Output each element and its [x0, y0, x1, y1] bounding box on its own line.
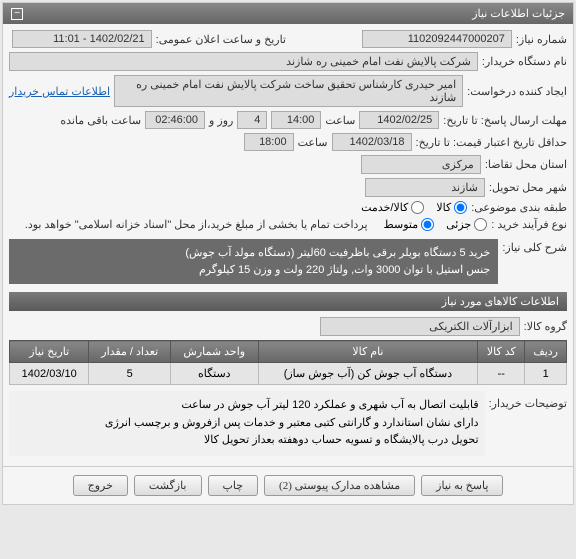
goods-group-label: گروه کالا:: [524, 320, 567, 333]
items-section-header: اطلاعات کالاهای مورد نیاز: [9, 292, 567, 311]
buy-partial-radio[interactable]: [474, 218, 487, 231]
th-unit: واحد شمارش: [171, 341, 259, 363]
respond-button[interactable]: پاسخ به نیاز: [421, 475, 503, 496]
panel-title: جزئیات اطلاعات نیاز: [472, 7, 565, 20]
category-service-option[interactable]: کالا/خدمت: [361, 201, 424, 214]
th-name: نام کالا: [258, 341, 478, 363]
td-name: دستگاه آب جوش کن (آب جوش ساز): [258, 363, 478, 385]
buyer-org-value: شرکت پالایش نفت امام خمینی ره شازند: [9, 52, 478, 71]
creator-value: امیر حیدری کارشناس تحقیق ساخت شرکت پالای…: [114, 75, 463, 107]
need-number-label: شماره نیاز:: [516, 33, 567, 46]
td-qty: 5: [89, 363, 171, 385]
th-row: ردیف: [525, 341, 567, 363]
td-date: 1402/03/10: [10, 363, 89, 385]
category-goods-option[interactable]: کالا: [436, 201, 467, 214]
price-validity-label: حداقل تاریخ اعتبار قیمت: تا تاریخ:: [416, 136, 567, 149]
creator-label: ایجاد کننده درخواست:: [467, 85, 567, 98]
back-button[interactable]: بازگشت: [134, 475, 202, 496]
price-date-value: 1402/03/18: [332, 133, 412, 151]
need-desc-line1: خرید 5 دستگاه بویلر برقی باظرفیت 60لیتر …: [17, 245, 490, 262]
td-row: 1: [525, 363, 567, 385]
buyer-notes-label: توضیحات خریدار:: [489, 391, 567, 410]
buyer-note-1: قابلیت اتصال به آب شهری و عملکرد 120 لیت…: [15, 397, 479, 415]
buyer-note-3: تحویل درب پالایشگاه و تسویه حساب دوهفته …: [15, 432, 479, 450]
goods-group-value: ابزارآلات الکتریکی: [320, 317, 520, 336]
collapse-icon[interactable]: −: [11, 8, 23, 20]
response-time-value: 14:00: [271, 111, 321, 129]
buyer-notes-box: قابلیت اتصال به آب شهری و عملکرد 120 لیت…: [9, 391, 485, 456]
demand-province-label: استان محل تقاضا:: [485, 158, 567, 171]
buy-partial-option[interactable]: جزئی: [446, 218, 487, 231]
td-unit: دستگاه: [171, 363, 259, 385]
need-desc-line2: جنس استیل با توان 3000 وات, ولتاژ 220 ول…: [17, 262, 490, 279]
buy-type-label: نوع فرآیند خرید :: [491, 218, 567, 231]
need-number-value: 1102092447000207: [362, 30, 512, 48]
buy-medium-radio[interactable]: [421, 218, 434, 231]
th-date: تاریخ نیاز: [10, 341, 89, 363]
payment-note: پرداخت تمام یا بخشی از مبلغ خرید،از محل …: [25, 218, 368, 231]
category-service-radio[interactable]: [411, 201, 424, 214]
buyer-note-2: دارای نشان استاندارد و گارانتی کتبی معتب…: [15, 415, 479, 433]
print-button[interactable]: چاپ: [208, 475, 259, 496]
announce-date-label: تاریخ و ساعت اعلان عمومی:: [156, 33, 286, 46]
days-value: 4: [237, 111, 267, 129]
announce-date-value: 1402/02/21 - 11:01: [12, 30, 152, 48]
items-table: ردیف کد کالا نام کالا واحد شمارش تعداد /…: [9, 340, 567, 385]
days-label: روز و: [209, 114, 233, 127]
time-label-1: ساعت: [325, 114, 355, 127]
panel-header: جزئیات اطلاعات نیاز −: [3, 3, 573, 24]
th-code: کد کالا: [478, 341, 525, 363]
need-desc-box: خرید 5 دستگاه بویلر برقی باظرفیت 60لیتر …: [9, 239, 498, 284]
remaining-time: 02:46:00: [145, 111, 205, 129]
category-goods-radio[interactable]: [454, 201, 467, 214]
category-label: طبقه بندی موضوعی:: [471, 201, 567, 214]
need-desc-label: شرح کلی نیاز:: [502, 235, 567, 254]
buyer-org-label: نام دستگاه خریدار:: [482, 55, 567, 68]
delivery-city-label: شهر محل تحویل:: [489, 181, 567, 194]
td-code: --: [478, 363, 525, 385]
footer-buttons: پاسخ به نیاز مشاهده مدارک پیوستی (2) چاپ…: [3, 466, 573, 504]
exit-button[interactable]: خروج: [73, 475, 128, 496]
delivery-city-value: شازند: [365, 178, 485, 197]
price-time-value: 18:00: [244, 133, 294, 151]
demand-province-value: مرکزی: [361, 155, 481, 174]
contact-link[interactable]: اطلاعات تماس خریدار: [9, 85, 110, 98]
time-label-2: ساعت: [298, 136, 328, 149]
th-qty: تعداد / مقدار: [89, 341, 171, 363]
response-date-value: 1402/02/25: [359, 111, 439, 129]
response-deadline-label: مهلت ارسال پاسخ: تا تاریخ:: [443, 114, 567, 127]
attachments-button[interactable]: مشاهده مدارک پیوستی (2): [264, 475, 415, 496]
buy-type-radio-group: جزئی متوسط: [384, 218, 488, 231]
buy-medium-option[interactable]: متوسط: [384, 218, 435, 231]
remaining-label: ساعت باقی مانده: [60, 114, 141, 127]
table-row: 1 -- دستگاه آب جوش کن (آب جوش ساز) دستگا…: [10, 363, 567, 385]
category-radio-group: کالا کالا/خدمت: [361, 201, 467, 214]
